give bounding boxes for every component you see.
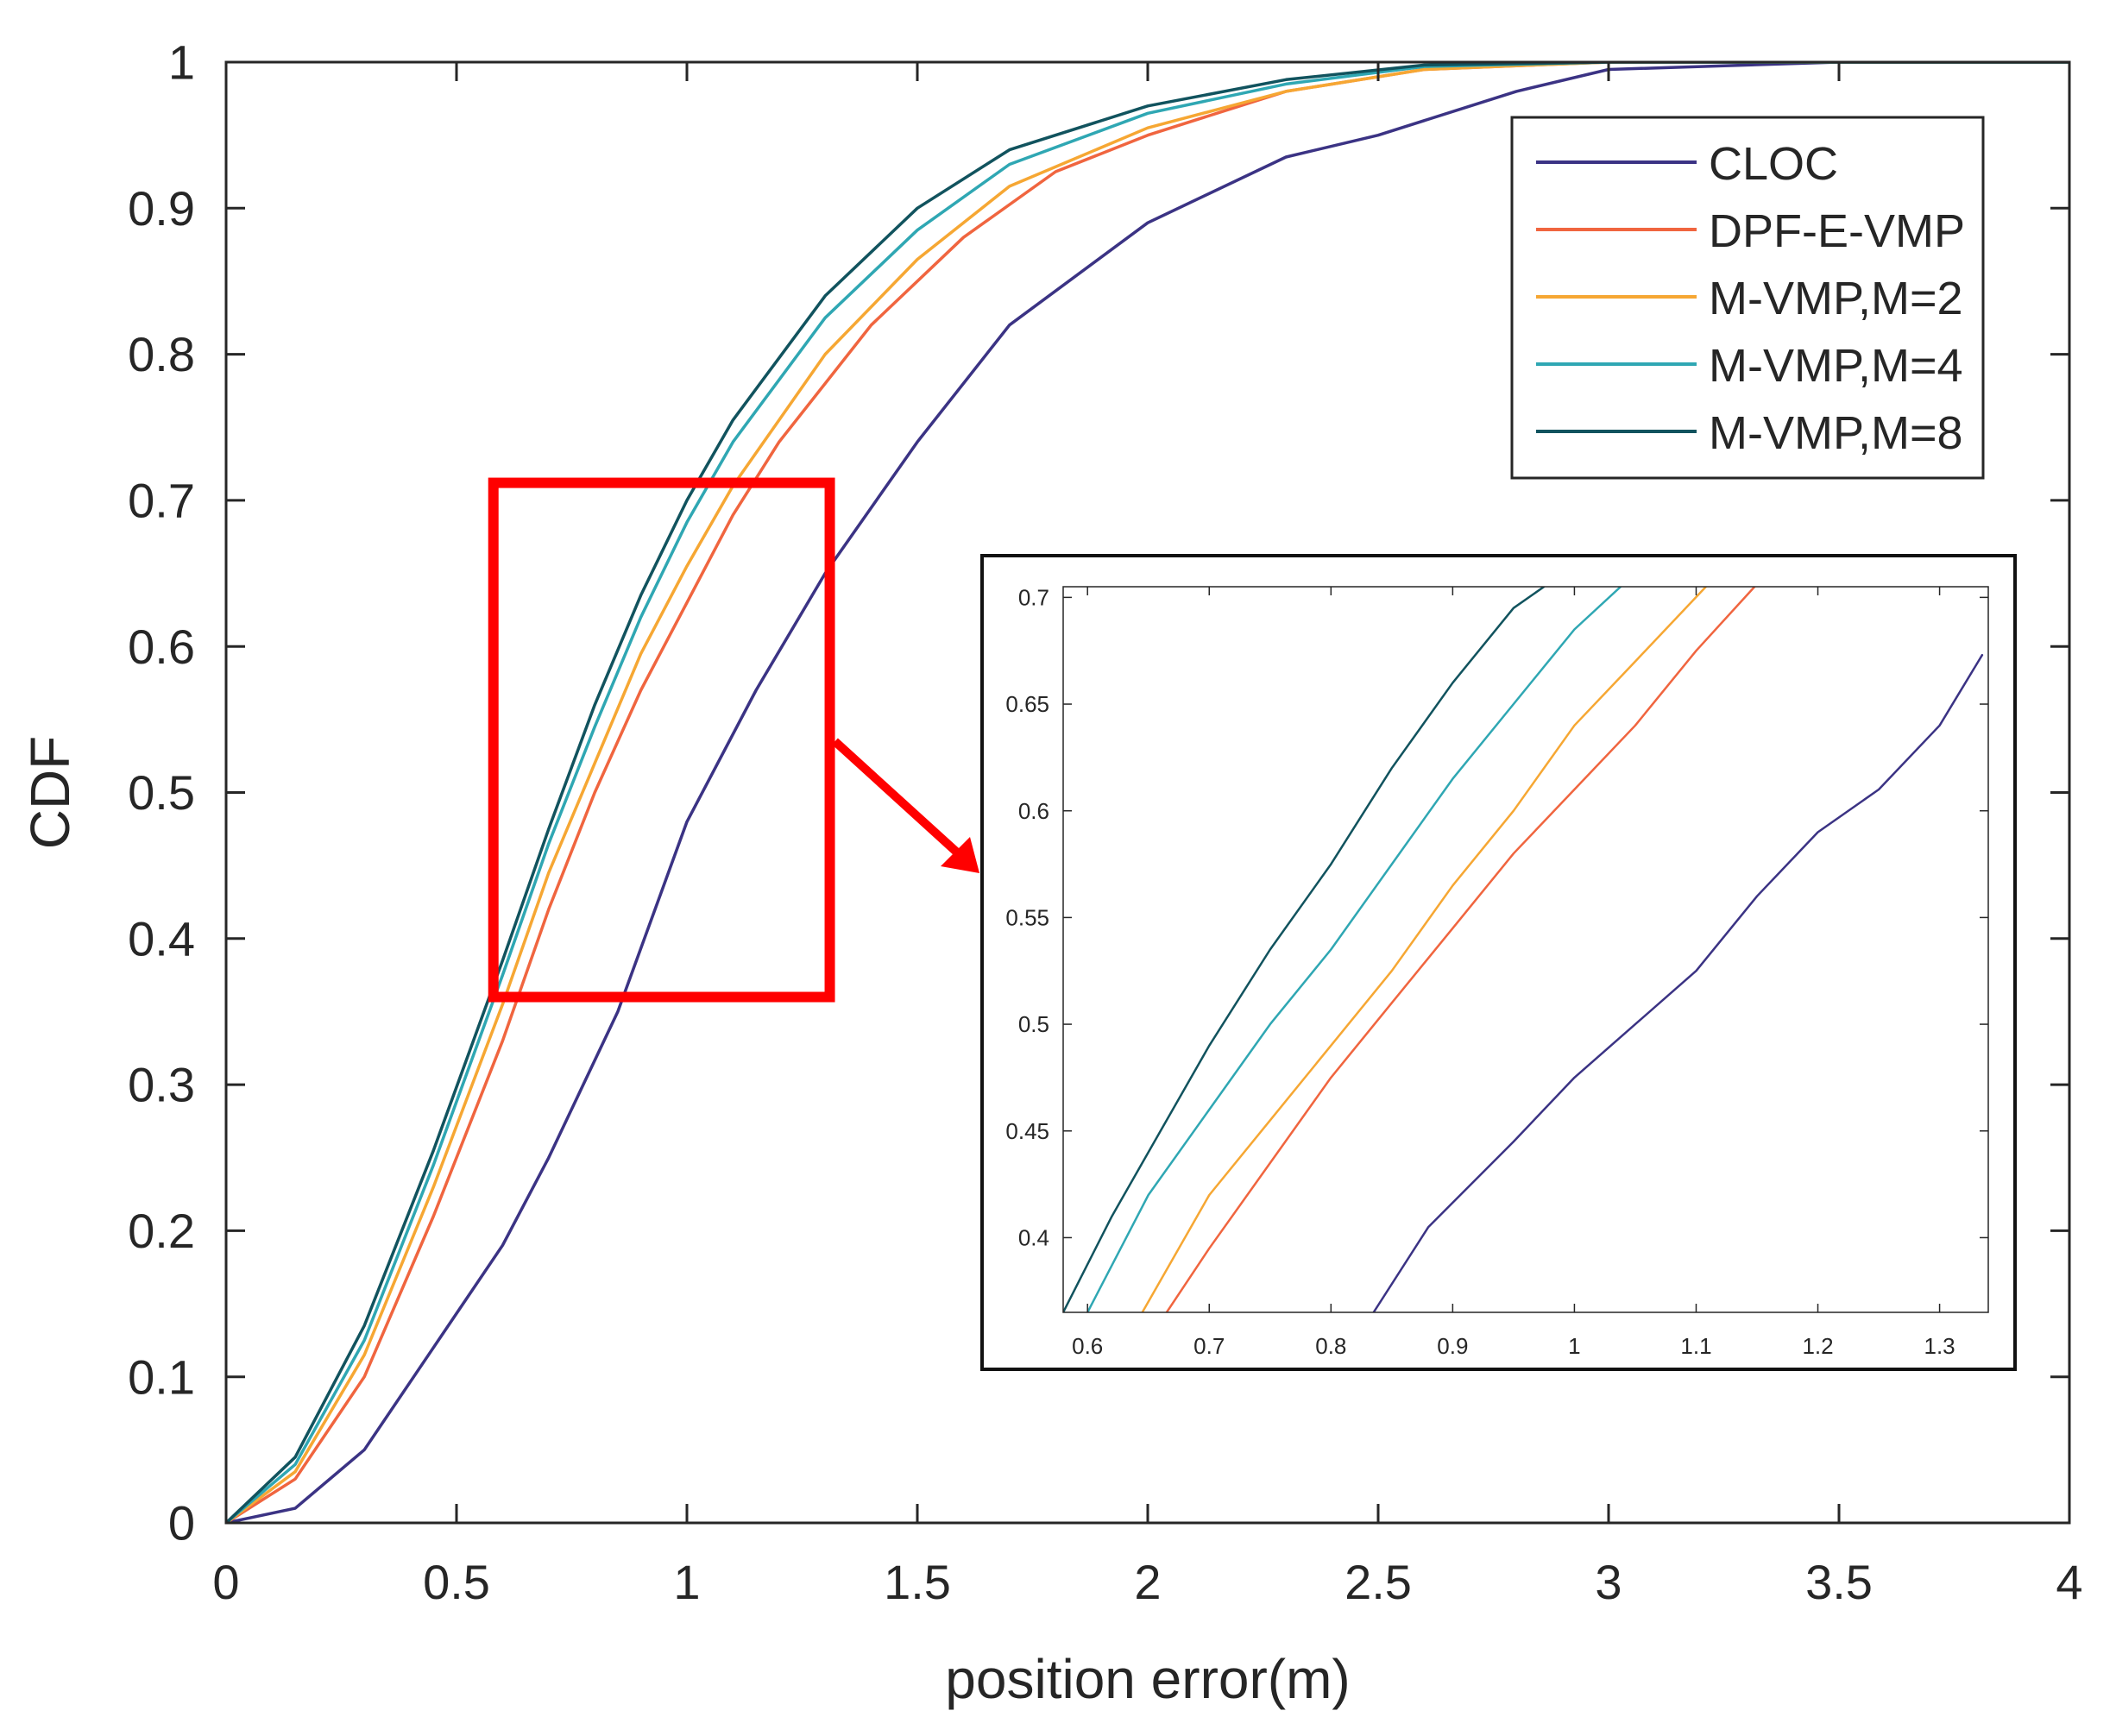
inset-x-tick-label: 0.6 <box>1072 1333 1103 1359</box>
main-x-tick-label: 1 <box>673 1555 700 1609</box>
inset-x-tick-label: 0.7 <box>1193 1333 1225 1359</box>
inset-x-tick-label: 0.9 <box>1437 1333 1468 1359</box>
main-y-tick-label: 0.9 <box>128 181 195 236</box>
legend-label-m-vmp-m-2: M-VMP,M=2 <box>1709 273 1963 324</box>
inset-y-tick-label: 0.4 <box>1018 1225 1049 1251</box>
legend-label-m-vmp-m-4: M-VMP,M=4 <box>1709 340 1963 392</box>
inset-plot: 0.6 0.7 0.8 0.9 1 1.1 1.2 1.3 0.4 0.45 0.5 0.55 0.6 0… <box>980 554 2017 1371</box>
main-x-axis-title: position error(m) <box>945 1648 1350 1710</box>
main-x-tick-label: 3 <box>1595 1555 1622 1609</box>
legend: CLOC DPF-E-VMP M-VMP,M=2 M-VMP,M=4 M-VMP,M=8 <box>1510 116 1985 480</box>
main-y-axis-title: CDF <box>19 736 81 850</box>
main-y-tick-label: 0.3 <box>128 1058 195 1112</box>
main-y-tick-label: 0.4 <box>128 911 195 965</box>
legend-label-dpf-e-vmp: DPF-E-VMP <box>1709 205 1965 257</box>
legend-label-cloc: CLOC <box>1709 138 1838 190</box>
main-series-m-vmp-m-2 <box>226 62 2069 1523</box>
inset-x-tick-label: 1.2 <box>1802 1333 1833 1359</box>
inset-series-dpf-e-vmp <box>1165 587 1756 1312</box>
main-plot: 0 0.5 1 1.5 2 2.5 3 3.5 400.10.20.30.40.50.60.70… <box>19 35 2083 1710</box>
main-y-tick-label: 0 <box>168 1496 195 1550</box>
main-x-tick-label: 1.5 <box>884 1555 951 1609</box>
inset-axes-box <box>1062 586 1989 1313</box>
inset-series-m-vmp-m-4 <box>1086 587 1622 1312</box>
main-x-tick-label: 2.5 <box>1345 1555 1412 1609</box>
inset-x-tick-label: 1.1 <box>1680 1333 1711 1359</box>
main-x-tick-label: 4 <box>2056 1555 2082 1609</box>
main-x-tick-label: 3.5 <box>1805 1555 1873 1609</box>
inset-y-tick-label: 0.7 <box>1018 584 1049 610</box>
main-y-tick-label: 0.2 <box>128 1204 195 1258</box>
inset-y-tick-label: 0.5 <box>1018 1011 1049 1037</box>
main-x-tick-label: 2 <box>1134 1555 1161 1609</box>
inset-series-cloc <box>1372 653 1984 1312</box>
main-y-tick-label: 0.6 <box>128 620 195 674</box>
zoom-indicator <box>488 477 979 1003</box>
legend-label-m-vmp-m-8: M-VMP,M=8 <box>1709 407 1963 459</box>
zoom-arrow-line <box>832 738 960 855</box>
main-x-tick-label: 0 <box>212 1555 239 1609</box>
zoom-rectangle <box>488 477 835 1003</box>
inset-series-group <box>1063 587 1984 1312</box>
inset-x-tick-label: 1.3 <box>1924 1333 1955 1359</box>
inset-y-tick-label: 0.45 <box>1005 1118 1049 1144</box>
inset-y-tick-label: 0.55 <box>1005 904 1049 930</box>
inset-series-m-vmp-m-8 <box>1063 587 1546 1312</box>
main-x-tick-label: 0.5 <box>423 1555 490 1609</box>
inset-series-m-vmp-m-2 <box>1141 587 1708 1312</box>
inset-frame <box>980 554 2017 1371</box>
inset-y-tick-label: 0.6 <box>1018 798 1049 824</box>
inset-x-tick-label: 0.8 <box>1315 1333 1346 1359</box>
main-y-tick-label: 0.1 <box>128 1349 195 1404</box>
main-y-tick-label: 0.5 <box>128 765 195 820</box>
main-y-tick-label: 0.7 <box>128 474 195 528</box>
inset-y-tick-label: 0.65 <box>1005 691 1049 717</box>
main-y-tick-label: 1 <box>168 35 195 90</box>
inset-x-tick-label: 1 <box>1568 1333 1580 1359</box>
main-series-m-vmp-m-8 <box>226 62 2069 1523</box>
main-y-tick-label: 0.8 <box>128 327 195 381</box>
zoom-arrow-head <box>941 837 979 873</box>
